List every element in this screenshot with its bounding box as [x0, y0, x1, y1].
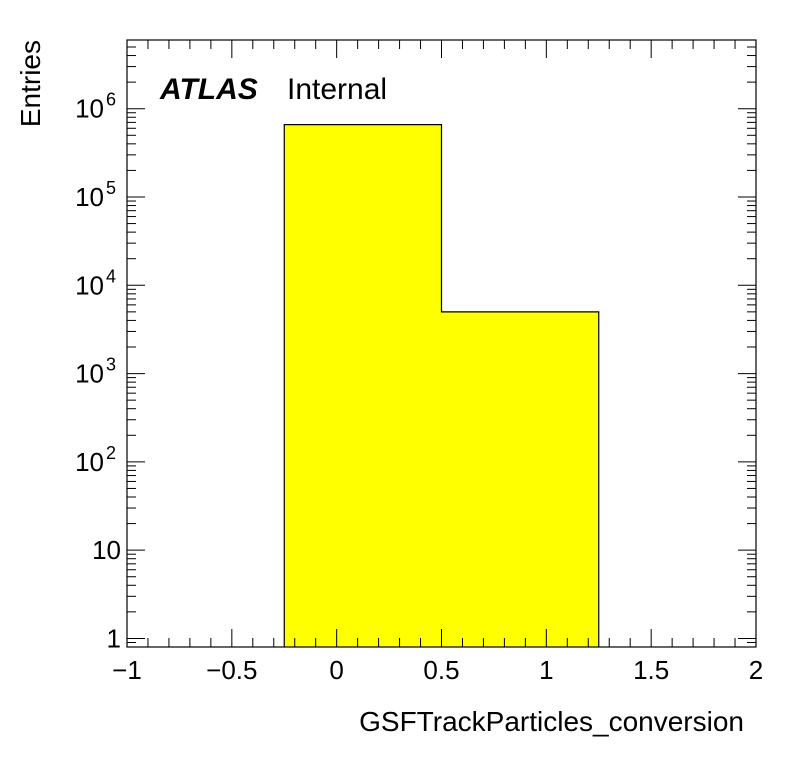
x-tick-label: 0.5 — [423, 655, 459, 685]
x-tick-label: −1 — [112, 655, 142, 685]
internal-label: Internal — [287, 73, 387, 106]
histogram-bar — [284, 124, 442, 647]
y-tick-label: 10 — [75, 447, 104, 477]
y-tick-label: 10 — [75, 182, 104, 212]
x-tick-label: 1 — [539, 655, 553, 685]
y-tick-exponent: 3 — [106, 355, 116, 375]
x-axis-title: GSFTrackParticles_conversion — [359, 706, 744, 737]
x-tick-label: −0.5 — [206, 655, 257, 685]
y-tick-exponent: 2 — [106, 443, 116, 463]
y-tick-label: 1 — [107, 623, 121, 653]
y-tick-exponent: 6 — [106, 90, 116, 110]
y-tick-exponent: 4 — [106, 266, 116, 286]
x-tick-label: 1.5 — [633, 655, 669, 685]
y-tick-label: 10 — [75, 94, 104, 124]
histogram-outline — [283, 124, 600, 647]
x-tick-label: 2 — [749, 655, 763, 685]
y-tick-label: 10 — [75, 270, 104, 300]
atlas-label: ATLAS — [159, 73, 258, 106]
y-tick-label: 10 — [75, 359, 104, 389]
x-tick-label: 0 — [329, 655, 343, 685]
y-tick-exponent: 5 — [106, 178, 116, 198]
ticks-layer — [126, 39, 757, 648]
y-tick-label: 10 — [92, 535, 121, 565]
y-axis-title: Entries — [15, 40, 46, 127]
histogram-bar — [441, 311, 599, 647]
bars-layer — [283, 124, 600, 647]
